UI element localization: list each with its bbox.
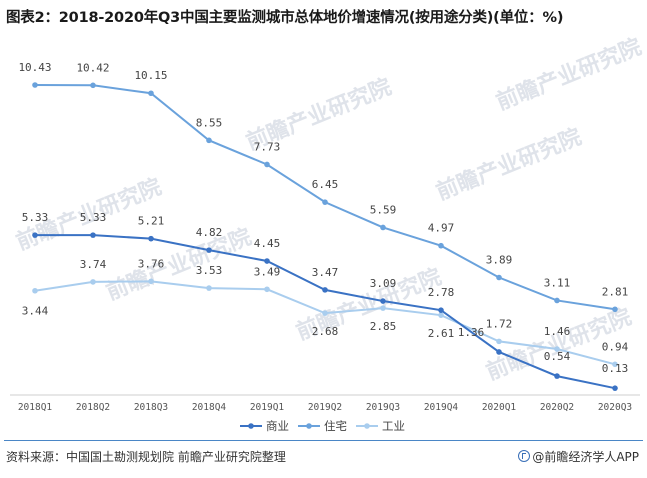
legend-label-工业: 工业 bbox=[382, 419, 405, 433]
data-label-住宅: 3.89 bbox=[486, 254, 513, 267]
data-label-住宅: 10.43 bbox=[18, 61, 51, 74]
watermark-text: 前瞻产业研究院 bbox=[433, 124, 586, 206]
data-label-商业: 3.47 bbox=[312, 266, 339, 279]
data-point-商业 bbox=[496, 349, 502, 355]
data-point-工业 bbox=[90, 279, 96, 285]
data-point-工业 bbox=[554, 346, 560, 352]
data-label-工业: 3.44 bbox=[22, 305, 49, 318]
data-label-工业: 2.68 bbox=[312, 325, 339, 338]
legend-label-住宅: 住宅 bbox=[324, 419, 347, 433]
x-tick-label: 2019Q4 bbox=[424, 402, 459, 413]
data-point-住宅 bbox=[322, 199, 328, 205]
data-point-住宅 bbox=[264, 161, 270, 168]
series-layer bbox=[32, 82, 618, 391]
data-label-工业: 3.76 bbox=[138, 257, 165, 270]
data-label-工业: 1.46 bbox=[544, 325, 571, 338]
data-point-住宅 bbox=[32, 82, 38, 88]
legend-label-商业: 商业 bbox=[266, 419, 289, 433]
x-tick-label: 2020Q2 bbox=[540, 402, 574, 413]
data-point-商业 bbox=[612, 385, 618, 391]
data-point-工业 bbox=[264, 286, 270, 293]
legend: 商业 住宅 工业 bbox=[240, 419, 405, 433]
data-point-工业 bbox=[32, 287, 38, 294]
data-label-工业: 0.94 bbox=[602, 340, 629, 353]
legend-marker-工业 bbox=[364, 423, 370, 429]
data-label-商业: 3.09 bbox=[370, 277, 397, 290]
data-label-工业: 3.53 bbox=[196, 264, 223, 277]
x-axis: 2018Q1 2018Q2 2018Q3 2018Q4 2019Q1 2019Q2 2019… bbox=[10, 394, 640, 413]
data-point-商业 bbox=[32, 232, 38, 238]
data-point-商业 bbox=[322, 287, 328, 293]
data-point-工业 bbox=[206, 285, 212, 291]
data-label-工业: 1.72 bbox=[486, 317, 513, 330]
data-label-工业: 3.49 bbox=[254, 265, 281, 278]
data-point-商业 bbox=[264, 258, 270, 264]
data-point-住宅 bbox=[554, 297, 560, 304]
data-point-住宅 bbox=[496, 274, 502, 281]
x-tick-label: 2020Q1 bbox=[482, 402, 517, 413]
data-point-住宅 bbox=[612, 306, 618, 313]
x-tick-label: 2018Q3 bbox=[134, 402, 168, 413]
data-label-商业: 1.36 bbox=[458, 326, 485, 339]
data-label-住宅: 3.11 bbox=[544, 276, 571, 289]
data-point-工业 bbox=[148, 278, 154, 285]
data-label-住宅: 6.45 bbox=[312, 178, 339, 191]
data-label-住宅: 10.42 bbox=[76, 61, 109, 74]
watermark-text: 前瞻产业研究院 bbox=[493, 34, 646, 116]
legend-marker-商业 bbox=[248, 423, 254, 429]
source-text: 资料来源：中国国土勘测规划院 前瞻产业研究院整理 bbox=[6, 450, 286, 464]
data-label-工业: 2.61 bbox=[428, 327, 455, 340]
data-point-工业 bbox=[380, 305, 386, 311]
x-tick-label: 2018Q4 bbox=[192, 402, 227, 413]
watermark-text: 前瞻产业研究院 bbox=[103, 224, 256, 306]
data-point-商业 bbox=[380, 298, 386, 304]
legend-marker-住宅 bbox=[306, 423, 312, 429]
data-label-商业: 5.33 bbox=[22, 211, 49, 224]
data-point-商业 bbox=[148, 235, 154, 242]
data-point-住宅 bbox=[438, 242, 444, 249]
data-label-商业: 0.54 bbox=[544, 350, 571, 363]
data-point-商业 bbox=[206, 247, 212, 253]
data-point-商业 bbox=[90, 232, 96, 238]
x-tick-label: 2019Q3 bbox=[366, 402, 400, 413]
x-tick-label: 2020Q3 bbox=[598, 402, 632, 413]
brand-label: @前瞻经济学人APP bbox=[532, 450, 639, 464]
data-point-住宅 bbox=[90, 82, 96, 89]
data-label-工业: 3.74 bbox=[80, 258, 107, 271]
brand-logo-icon bbox=[518, 450, 531, 462]
data-label-住宅: 8.55 bbox=[196, 116, 223, 129]
data-label-工业: 2.85 bbox=[370, 320, 397, 333]
data-label-住宅: 5.59 bbox=[370, 203, 397, 216]
data-point-住宅 bbox=[148, 90, 154, 97]
x-tick-label: 2018Q1 bbox=[18, 402, 53, 413]
brand-text: @前瞻经济学人APP bbox=[518, 448, 639, 465]
data-label-商业: 0.13 bbox=[602, 362, 629, 375]
data-label-商业: 5.33 bbox=[80, 211, 107, 224]
data-point-工业 bbox=[438, 312, 444, 318]
data-point-工业 bbox=[496, 338, 502, 345]
data-label-住宅: 10.15 bbox=[134, 69, 167, 82]
chart-title: 图表2：2018-2020年Q3中国主要监测城市总体地价增速情况(按用途分类)(… bbox=[6, 10, 564, 26]
x-tick-label: 2019Q1 bbox=[250, 402, 285, 413]
data-label-住宅: 7.73 bbox=[254, 140, 281, 153]
data-point-商业 bbox=[554, 373, 560, 379]
data-point-住宅 bbox=[380, 224, 386, 231]
data-label-商业: 5.21 bbox=[138, 215, 165, 228]
data-label-商业: 4.45 bbox=[254, 237, 281, 250]
data-label-商业: 4.82 bbox=[196, 226, 223, 239]
data-point-商业 bbox=[438, 307, 444, 313]
value-labels: 3.44 3.74 3.76 3.53 3.49 2.68 2.85 2.61 1.72 1.46… bbox=[18, 61, 628, 375]
footer-divider bbox=[4, 440, 643, 441]
data-label-住宅: 4.97 bbox=[428, 222, 455, 235]
x-tick-label: 2019Q2 bbox=[308, 402, 342, 413]
x-tick-label: 2018Q2 bbox=[76, 402, 110, 413]
data-point-住宅 bbox=[206, 137, 212, 144]
data-point-工业 bbox=[322, 310, 328, 316]
data-label-商业: 2.78 bbox=[428, 286, 455, 299]
data-point-工业 bbox=[612, 361, 618, 368]
data-label-住宅: 2.81 bbox=[602, 285, 629, 298]
